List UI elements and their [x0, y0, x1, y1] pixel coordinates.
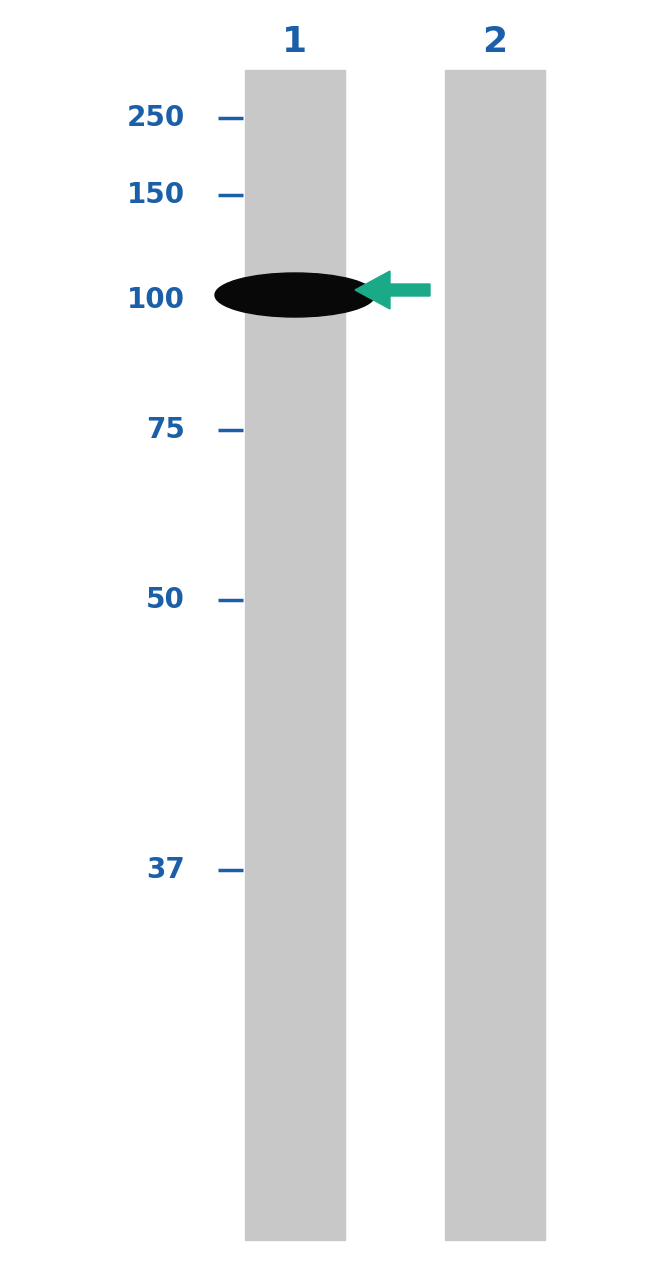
Text: 50: 50 [146, 585, 185, 613]
Text: 2: 2 [482, 25, 508, 58]
Bar [245, 70, 345, 1240]
Bar [445, 70, 545, 1240]
Text: 150: 150 [127, 182, 185, 210]
Text: 100: 100 [127, 286, 185, 314]
Text: 250: 250 [127, 104, 185, 132]
FancyArrow shape [355, 271, 430, 309]
Ellipse shape [215, 273, 375, 318]
Text: 37: 37 [146, 856, 185, 884]
Text: 1: 1 [283, 25, 307, 58]
Text: 75: 75 [146, 417, 185, 444]
